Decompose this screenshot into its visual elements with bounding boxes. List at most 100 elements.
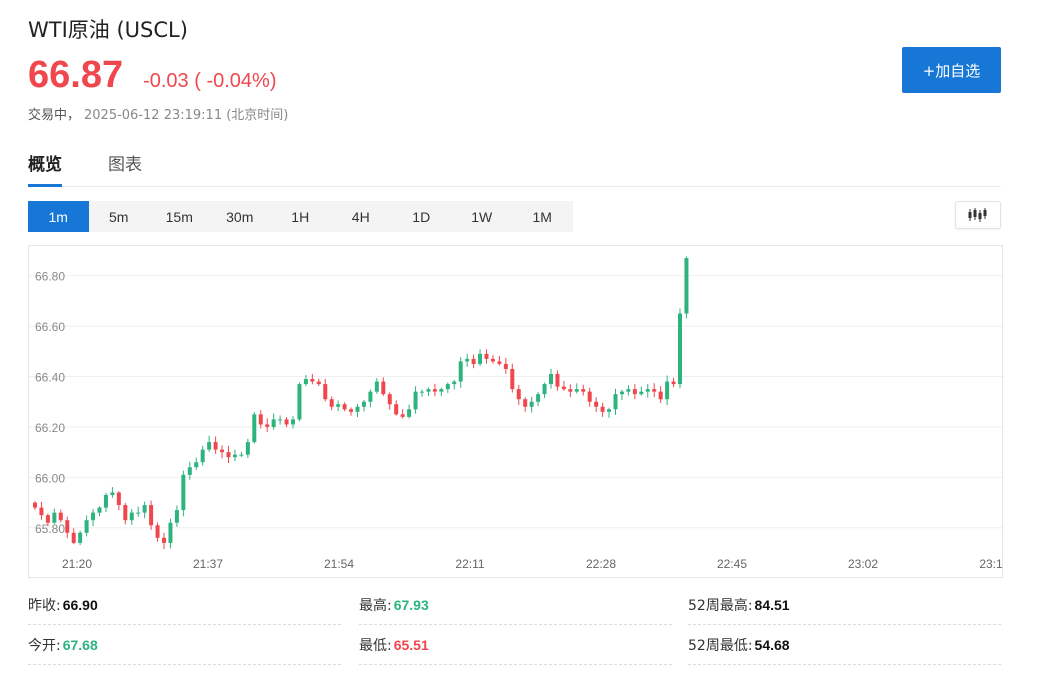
candle-body xyxy=(400,414,405,417)
candle-body xyxy=(516,389,521,400)
candle-body xyxy=(284,419,289,425)
candle-body xyxy=(568,389,573,392)
candle-body xyxy=(103,494,108,508)
y-tick-label: 66.20 xyxy=(35,421,65,435)
stat-value: 67.68 xyxy=(62,636,98,653)
candle-body xyxy=(387,394,392,405)
stat-value: 66.90 xyxy=(62,596,98,613)
candle-body xyxy=(471,358,476,364)
interval-1mo[interactable]: 1M xyxy=(532,208,552,225)
candle-body xyxy=(626,389,631,392)
candle-body xyxy=(65,520,70,533)
candle-body xyxy=(549,374,553,385)
interval-1h[interactable]: 1H xyxy=(291,208,310,225)
stat-high: 最高: 67.93 xyxy=(359,585,672,625)
candle-body xyxy=(323,384,328,400)
candle-body xyxy=(162,537,166,543)
candle-body xyxy=(303,379,308,385)
candle-body xyxy=(71,532,76,543)
candle-body xyxy=(613,394,618,410)
x-tick-label: 21:20 xyxy=(62,557,92,571)
candle-body xyxy=(574,389,579,392)
interval-5m[interactable]: 5m xyxy=(109,208,129,225)
candlestick-icon xyxy=(968,208,987,222)
candle-body xyxy=(665,381,670,400)
candle-body xyxy=(342,404,347,410)
x-tick-label: 23:1 xyxy=(979,557,1003,571)
candle-body xyxy=(123,505,128,521)
candle-body xyxy=(581,389,586,392)
candle-body xyxy=(129,512,134,521)
candle-body xyxy=(420,391,424,393)
candle-body xyxy=(361,401,366,407)
tab-chart[interactable]: 图表 xyxy=(108,155,142,175)
candle-body xyxy=(432,389,437,392)
candle-body xyxy=(316,381,321,385)
candle-body xyxy=(245,442,250,455)
candle-body xyxy=(478,353,483,364)
candle-body xyxy=(155,525,160,538)
candle-body xyxy=(484,353,489,359)
stat-52w-high: 52周最高: 84.51 xyxy=(688,585,1001,625)
candle-body xyxy=(174,510,179,523)
tab-overview[interactable]: 概览 xyxy=(28,150,62,187)
candle-body xyxy=(490,358,495,362)
interval-30m[interactable]: 30m xyxy=(226,208,254,225)
candle-body xyxy=(497,361,502,364)
interval-15m[interactable]: 15m xyxy=(165,208,193,225)
stat-value: 67.93 xyxy=(393,596,429,613)
candle-body xyxy=(542,384,547,395)
interval-1w[interactable]: 1W xyxy=(471,208,493,225)
x-tick-label: 21:37 xyxy=(193,557,223,571)
candle-body xyxy=(600,406,605,412)
candle-body xyxy=(619,391,624,395)
candle-body xyxy=(374,381,379,392)
stat-label: 今开: xyxy=(28,637,61,654)
candle-body xyxy=(168,522,173,543)
candle-body xyxy=(445,384,450,390)
candle-body xyxy=(368,391,373,402)
candle-body xyxy=(181,474,186,511)
candle-body xyxy=(110,492,115,495)
candle-body xyxy=(536,394,541,402)
candle-body xyxy=(207,442,212,450)
y-tick-label: 65.80 xyxy=(35,522,65,536)
candle-body xyxy=(278,419,283,421)
candle-body xyxy=(555,374,560,387)
stat-open: 今开: 67.68 xyxy=(28,625,341,665)
price-chart[interactable]: 65.80 66.00 66.20 66.40 66.60 66.80 21:20 21:37… xyxy=(28,245,1004,578)
candle-body xyxy=(45,515,50,523)
interval-selector: 1m 5m 15m 30m 1H 4H 1D 1W 1M xyxy=(28,201,573,232)
interval-4h[interactable]: 4H xyxy=(351,208,370,225)
candle-body xyxy=(52,512,57,523)
candle-body xyxy=(116,492,121,506)
candle-body xyxy=(458,361,463,382)
candle-body xyxy=(561,386,566,390)
y-tick-label: 66.00 xyxy=(35,471,65,485)
candle-body xyxy=(381,381,386,395)
candle-body xyxy=(452,381,457,385)
candle-body xyxy=(503,363,508,369)
candle-body xyxy=(413,391,418,410)
add-watchlist-button[interactable]: +加自选 xyxy=(902,47,1001,93)
interval-1d[interactable]: 1D xyxy=(412,208,431,225)
stat-label: 52周最低: xyxy=(688,637,753,654)
interval-1m[interactable]: 1m xyxy=(28,201,89,232)
candle-body xyxy=(465,358,470,362)
candle-body xyxy=(310,379,315,382)
candle-body xyxy=(194,462,199,468)
candle-body xyxy=(394,404,399,415)
candle-body xyxy=(58,512,63,521)
candle-body xyxy=(232,454,237,458)
chart-canvas: 65.80 66.00 66.20 66.40 66.60 66.80 21:20 21:37… xyxy=(29,256,1004,571)
candle-body xyxy=(407,409,412,417)
candle-body xyxy=(510,368,515,390)
x-tick-label: 22:45 xyxy=(717,557,747,571)
chart-type-button[interactable] xyxy=(955,201,1001,229)
candle-body xyxy=(678,313,682,385)
last-price: 66.87 xyxy=(28,54,124,96)
candle-body xyxy=(136,512,141,514)
x-tick-label: 22:28 xyxy=(586,557,616,571)
candle-body xyxy=(329,399,334,407)
price-row: 66.87 -0.03 ( -0.04%) xyxy=(28,54,276,97)
